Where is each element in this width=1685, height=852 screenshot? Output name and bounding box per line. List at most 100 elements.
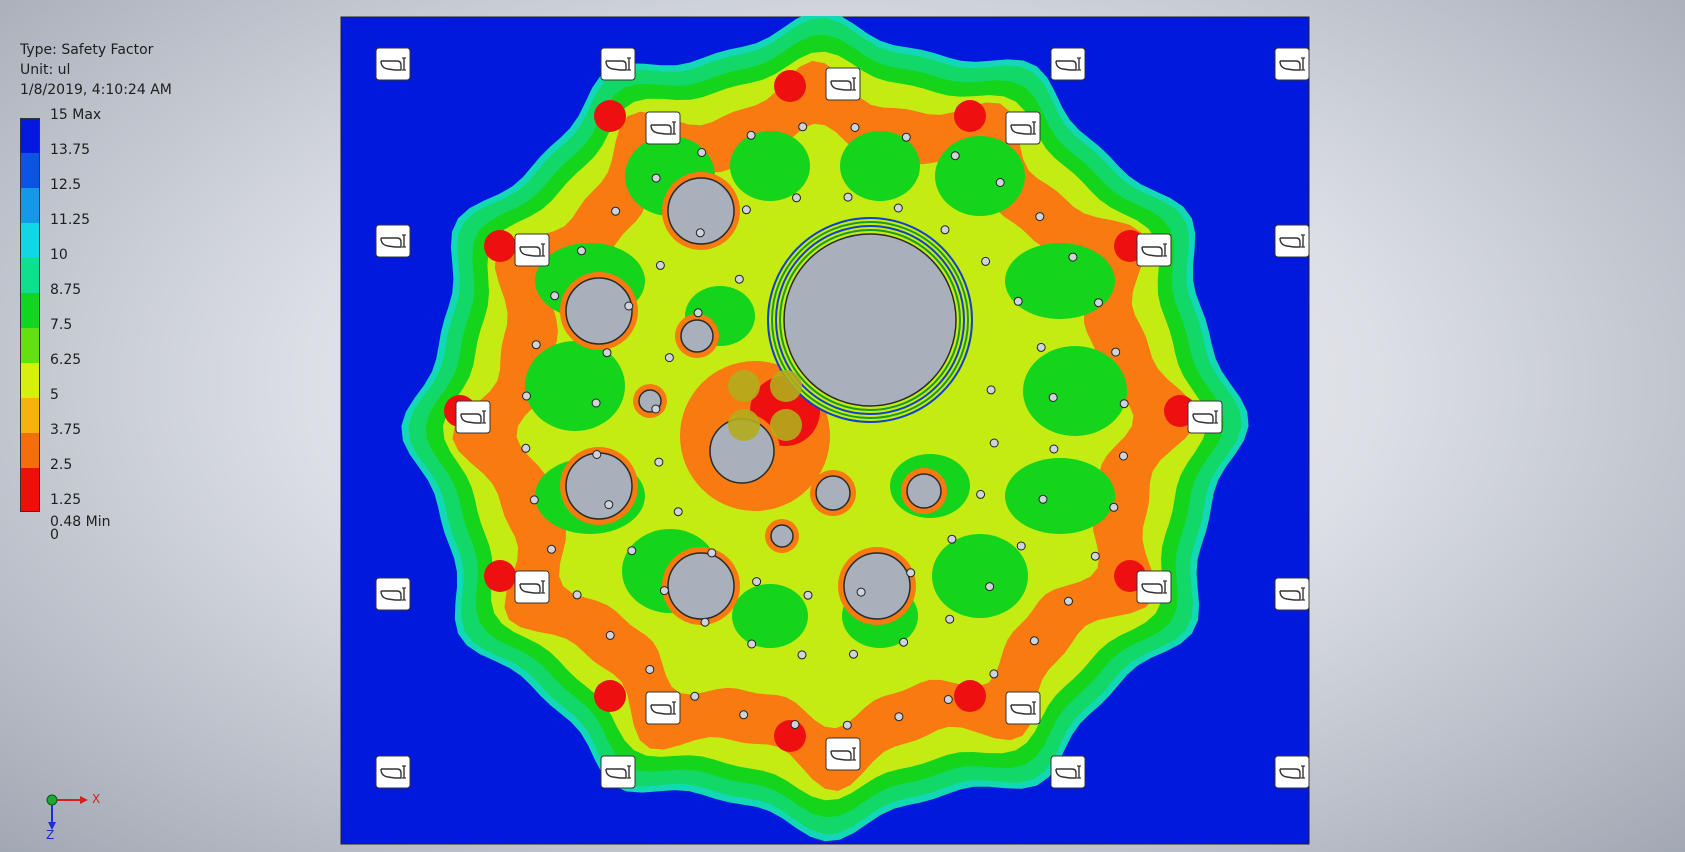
- bolt-hole: [531, 340, 541, 350]
- bolt-hole: [522, 391, 531, 401]
- bolt-holes-layer: [521, 122, 1129, 730]
- contour-green-island: [1005, 243, 1115, 319]
- bolt-hole: [989, 669, 999, 679]
- bolt-hole: [572, 590, 582, 600]
- bolt-hole: [1119, 399, 1129, 409]
- bolt-hole: [1038, 494, 1048, 504]
- fixed-constraint-icon[interactable]: [825, 737, 861, 771]
- fixed-constraint-icon[interactable]: [1005, 111, 1041, 145]
- bolt-hole: [1090, 551, 1100, 561]
- fixed-constraint-icon[interactable]: [514, 570, 550, 604]
- bolt-hole: [1016, 541, 1026, 551]
- fixed-constraint-icon[interactable]: [1005, 691, 1041, 725]
- bolt-hole: [1035, 212, 1045, 222]
- bolt-hole: [947, 534, 957, 544]
- through-hole: [770, 524, 794, 548]
- legend-timestamp: 1/8/2019, 4:10:24 AM: [20, 82, 172, 98]
- legend-tick-label: 10: [50, 247, 68, 263]
- fixed-constraint-icon[interactable]: [455, 400, 491, 434]
- contour-red-hotspot: [954, 100, 986, 132]
- fixed-constraint-icon[interactable]: [1136, 570, 1172, 604]
- bolt-hole: [981, 256, 991, 266]
- bolt-hole: [655, 260, 665, 270]
- bolt-hole: [1109, 502, 1119, 512]
- bolt-hole: [989, 438, 999, 448]
- bolt-hole: [893, 203, 903, 213]
- bolt-hole: [986, 385, 996, 395]
- legend-band: [20, 223, 40, 258]
- bolt-hole: [602, 348, 612, 358]
- fixed-constraint-icon[interactable]: [1274, 224, 1310, 258]
- bolt-hole: [906, 568, 916, 578]
- bolt-hole: [1048, 393, 1058, 402]
- bolt-hole: [651, 404, 661, 414]
- contour-green-island: [732, 584, 808, 648]
- fixed-constraint-icon[interactable]: [514, 233, 550, 267]
- legend-band: [20, 293, 40, 328]
- bolt-hole: [693, 308, 703, 318]
- legend-band: [20, 118, 40, 153]
- bolt-hole: [591, 398, 601, 408]
- fixed-constraint-icon[interactable]: [1050, 47, 1086, 81]
- through-hole: [680, 319, 714, 353]
- bolt-hole: [1064, 596, 1073, 606]
- fixed-constraint-icon[interactable]: [1274, 47, 1310, 81]
- bolt-hole: [604, 500, 614, 510]
- bolt-hole: [843, 192, 853, 202]
- contour-red-hotspot: [484, 230, 516, 262]
- fixed-constraint-icon[interactable]: [600, 47, 636, 81]
- through-hole: [565, 277, 633, 345]
- bolt-hole: [790, 720, 800, 729]
- legend-tick-label: 1.25: [50, 492, 82, 508]
- constraint-glyphs[interactable]: [375, 47, 1310, 789]
- bolt-hole: [901, 132, 911, 142]
- model-viewport[interactable]: [340, 10, 1310, 845]
- bolt-hole: [849, 649, 858, 659]
- contour-red-hotspot: [774, 720, 806, 752]
- fixed-constraint-icon[interactable]: [1274, 577, 1310, 611]
- fixed-constraint-icon[interactable]: [1187, 400, 1223, 434]
- bolt-hole: [746, 130, 756, 140]
- fixed-constraint-icon[interactable]: [1274, 755, 1310, 789]
- bore-ring: [779, 229, 961, 411]
- bolt-hole: [697, 148, 707, 157]
- fixed-constraint-icon[interactable]: [375, 47, 411, 81]
- bolt-hole: [700, 617, 710, 627]
- fixed-constraint-icon[interactable]: [1050, 755, 1086, 789]
- axis-z-label: Z: [46, 828, 55, 842]
- bolt-hole: [1036, 342, 1046, 352]
- bolt-hole: [659, 586, 669, 596]
- holes-layer: [560, 172, 947, 625]
- bolt-hole: [739, 710, 749, 720]
- bolt-hole: [752, 577, 762, 587]
- fixed-constraint-icon[interactable]: [645, 691, 681, 725]
- bolt-hole: [792, 193, 801, 203]
- axis-triad[interactable]: X Z: [40, 790, 100, 842]
- legend-band: [20, 433, 40, 468]
- bolt-hole: [850, 123, 860, 132]
- fixed-constraint-icon[interactable]: [375, 224, 411, 258]
- fixed-constraint-icon[interactable]: [375, 755, 411, 789]
- bolt-hole: [550, 291, 560, 301]
- fixed-constraint-icon[interactable]: [825, 67, 861, 101]
- contour-green-island: [932, 534, 1028, 618]
- bolt-hole: [950, 151, 960, 161]
- legend-tick-label: 0: [50, 527, 59, 543]
- bolt-hole: [654, 457, 664, 467]
- bolt-hole: [624, 301, 634, 311]
- bolt-hole: [1029, 636, 1039, 646]
- load-marker: [728, 409, 760, 441]
- bolt-hole: [945, 614, 955, 624]
- bolt-hole: [577, 246, 586, 256]
- load-marker: [770, 409, 802, 441]
- bolt-hole: [651, 173, 661, 183]
- fixed-constraint-icon[interactable]: [1136, 233, 1172, 267]
- fixed-constraint-icon[interactable]: [645, 111, 681, 145]
- legend-tick-label: 5: [50, 387, 59, 403]
- safety-factor-plot[interactable]: [340, 10, 1310, 845]
- bolt-hole: [529, 495, 539, 505]
- bolt-hole: [1013, 296, 1023, 306]
- fixed-constraint-icon[interactable]: [600, 755, 636, 789]
- fixed-constraint-icon[interactable]: [375, 577, 411, 611]
- contour-green-island: [1023, 346, 1127, 436]
